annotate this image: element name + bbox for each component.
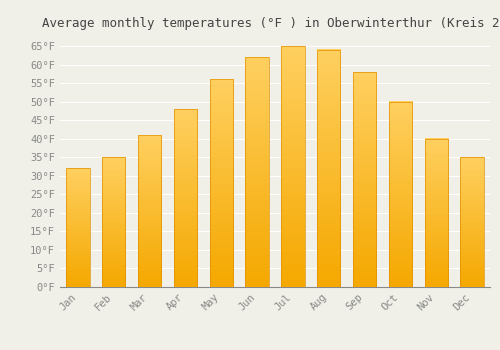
- Bar: [66, 168, 90, 287]
- Bar: [353, 72, 376, 287]
- Bar: [389, 102, 412, 287]
- Bar: [424, 139, 448, 287]
- Bar: [317, 50, 340, 287]
- Bar: [174, 109, 197, 287]
- Bar: [210, 79, 233, 287]
- Bar: [282, 46, 304, 287]
- Bar: [138, 135, 161, 287]
- Bar: [246, 57, 268, 287]
- Bar: [102, 157, 126, 287]
- Bar: [460, 157, 483, 287]
- Title: Average monthly temperatures (°F ) in Oberwinterthur (Kreis 2): Average monthly temperatures (°F ) in Ob…: [42, 17, 500, 30]
